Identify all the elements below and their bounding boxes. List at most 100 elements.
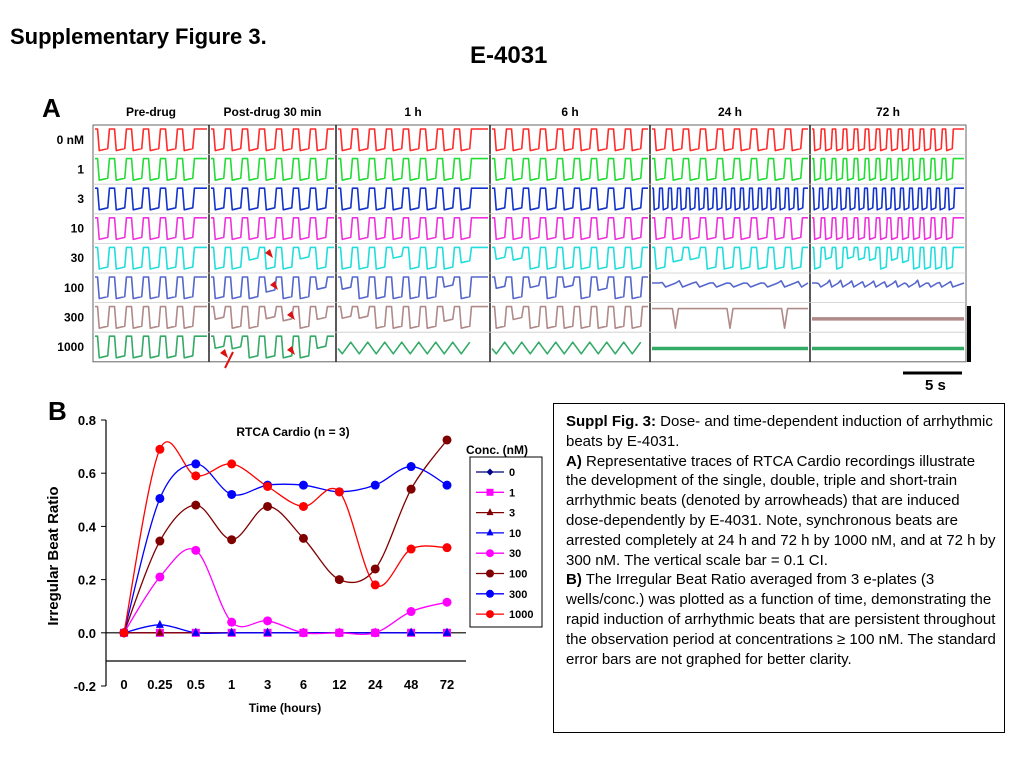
row-label: 1 [77,162,84,176]
legend-title: Conc. (nM) [466,443,528,457]
data-point [227,627,236,636]
legend-label: 0 [509,467,515,479]
data-point [486,508,494,516]
trace [95,187,207,211]
trace [492,157,648,181]
x-tick-label: 72 [440,677,454,692]
data-point [155,444,165,454]
data-point [334,575,344,585]
trace [812,246,964,270]
chart-series [119,435,452,638]
data-point [486,610,494,619]
trace [211,246,334,270]
data-point [227,459,237,469]
row-label: 30 [71,251,85,265]
data-point [486,468,494,476]
caption-body-3: The Irregular Beat Ratio averaged from 3… [566,571,996,668]
data-point [155,627,164,636]
arrowhead-icon [220,349,228,358]
chart-legend: Conc. (nM) 0 1 3 10 30 100 300 1000 [466,443,543,628]
data-point [406,544,416,554]
x-tick-label: 0.25 [147,677,172,692]
data-point [486,488,494,496]
data-point [298,480,308,490]
legend-label: 3 [509,508,515,520]
trace [812,128,964,152]
y-tick-label: 0.4 [78,519,97,534]
data-point [298,501,308,511]
trace [812,217,964,241]
trace [338,246,488,270]
trace [211,305,334,329]
data-point [334,628,344,638]
trace [211,128,334,152]
data-point [406,484,416,494]
panel-a-letter: A [42,93,61,123]
trace [95,335,207,359]
trace [492,305,648,329]
trace [812,279,965,288]
data-point [370,564,380,574]
data-point [155,536,165,546]
arrow-shaft [224,351,234,369]
y-tick-label: 0.0 [78,626,96,641]
data-point [119,628,129,638]
trace [492,128,648,152]
x-axis-label: Time (hours) [249,701,321,715]
legend-label: 100 [509,569,527,581]
legend-box [469,456,543,628]
data-point [370,628,380,638]
row-label: 10 [71,222,85,236]
trace [652,307,808,329]
trace [652,279,809,288]
row-label: 300 [64,310,84,324]
caption-head-1: Suppl Fig. 3: [566,413,656,430]
trace [492,276,648,300]
column-label: 6 h [561,105,578,119]
data-point [442,480,452,490]
data-point [443,627,451,636]
scale-label: 5 s [925,377,946,394]
data-point [406,462,416,472]
trace [491,341,642,355]
x-tick-label: 12 [332,677,346,692]
data-point [442,597,452,607]
data-point [155,493,165,503]
column-label: 24 h [718,105,742,119]
data-point [406,607,416,617]
y-tick-label: -0.2 [74,679,96,694]
trace [95,305,207,329]
data-point [263,627,272,636]
caption-body-1: Dose- and time-dependent induction of ar… [566,413,993,450]
caption-body-2: Representative traces of RTCA Cardio rec… [566,452,996,569]
data-point [263,501,273,511]
trace [211,187,334,211]
panel-b-letter: B [48,396,67,426]
data-point [298,628,308,638]
data-point [407,627,416,636]
x-tick-label: 6 [300,677,307,692]
trace [95,157,207,181]
trace [812,187,964,211]
data-point [191,471,201,481]
arrowhead-icon [265,249,273,258]
trace [95,128,207,152]
data-point [263,616,273,626]
x-tick-label: 48 [404,677,418,692]
figure-title: Supplementary Figure 3. [10,24,267,49]
legend-label: 10 [509,528,521,540]
chart-title: RTCA Cardio (n = 3) [236,425,349,439]
legend-label: 300 [509,589,527,601]
trace [492,187,648,211]
arrowhead-icon [270,281,278,290]
data-point [486,528,494,536]
data-point [227,535,237,545]
trace [338,128,488,152]
trace [812,157,964,181]
data-point [191,500,201,510]
column-label: 72 h [876,105,900,119]
y-tick-label: 0.2 [78,573,96,588]
column-labels: Pre-drug Post-drug 30 min 1 h 6 h 24 h 72 h [126,105,900,119]
data-point [191,459,201,469]
data-point [442,435,452,445]
